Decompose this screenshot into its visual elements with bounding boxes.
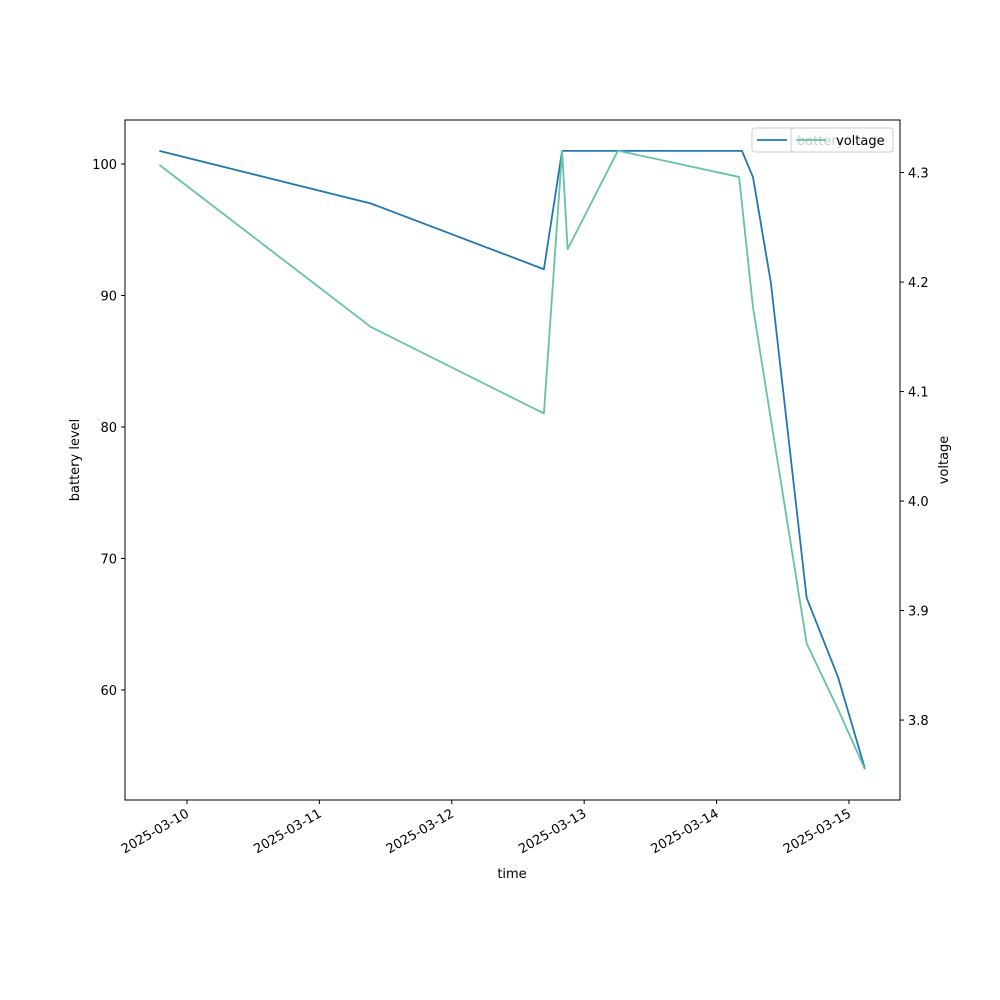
y-tick-label: 60 — [100, 684, 117, 699]
y-tick-label: 80 — [100, 421, 117, 436]
plot-frame — [124, 119, 901, 801]
y2-tick-label: 3.8 — [908, 714, 929, 729]
y2-tick-label: 4.3 — [908, 167, 929, 182]
y2-axis-label: voltage — [937, 436, 952, 485]
line-series — [158, 149, 866, 770]
y-axis-label: battery level — [68, 419, 83, 502]
y2-tick-label: 4.0 — [908, 495, 929, 510]
y2-tick-label: 3.9 — [908, 605, 929, 620]
y2-tick-label: 4.1 — [908, 386, 929, 401]
y-tick-label: 100 — [92, 158, 117, 173]
y-tick-label: 70 — [100, 552, 117, 567]
legend-box — [790, 127, 894, 153]
legend-label: voltage — [836, 134, 885, 149]
y2-tick-label: 4.2 — [908, 276, 929, 291]
line-series — [159, 149, 866, 770]
x-axis-label: time — [497, 867, 526, 882]
y-tick-label: 90 — [100, 290, 117, 305]
